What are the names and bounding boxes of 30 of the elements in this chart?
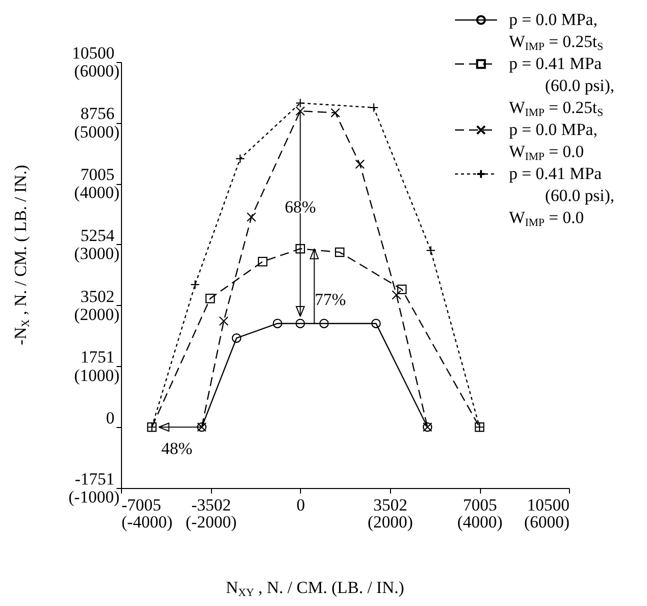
y-axis-title: -NX , N. / CM. ( LB. / IN.) bbox=[11, 164, 32, 346]
y-tick-label: 1751 bbox=[80, 348, 114, 367]
x-tick-label: -7005 bbox=[122, 496, 162, 514]
x2-tick-label: (-2000) bbox=[186, 512, 237, 532]
annotation: 68% bbox=[284, 197, 316, 216]
y2-tick-label: (4000) bbox=[74, 183, 120, 202]
y-tick-label: 0 bbox=[106, 408, 114, 428]
annotation: 48% bbox=[161, 439, 192, 458]
x-tick-label: 0 bbox=[296, 496, 306, 514]
x-tick-label: -3502 bbox=[191, 496, 231, 514]
y-tick-label: 3502 bbox=[80, 286, 114, 306]
x2-tick-label: (-4000) bbox=[122, 512, 172, 532]
y2-tick-label: (-1000) bbox=[68, 488, 120, 506]
y2-tick-label: (1000) bbox=[74, 366, 120, 385]
y2-tick-label: (2000) bbox=[74, 304, 120, 324]
x2-tick-label: (2000) bbox=[368, 512, 413, 532]
y-tick-label: 7005 bbox=[80, 165, 114, 184]
x2-tick-label: (6000) bbox=[524, 512, 570, 532]
y-tick-label: 5254 bbox=[80, 226, 115, 245]
x-tick-label: 7005 bbox=[463, 496, 498, 514]
y-tick-label: 10500 bbox=[72, 44, 114, 62]
y-tick-label: 8756 bbox=[80, 104, 114, 124]
y2-tick-label: (5000) bbox=[74, 122, 120, 142]
annotation: 77% bbox=[314, 290, 346, 310]
x-tick-label: 3502 bbox=[373, 496, 408, 514]
x2-tick-label: (4000) bbox=[457, 512, 503, 532]
y2-tick-label: (6000) bbox=[74, 62, 120, 80]
y-tick-label: -1751 bbox=[74, 470, 114, 488]
x-tick-label: 10500 bbox=[527, 496, 570, 514]
y2-tick-label: (3000) bbox=[74, 244, 120, 264]
